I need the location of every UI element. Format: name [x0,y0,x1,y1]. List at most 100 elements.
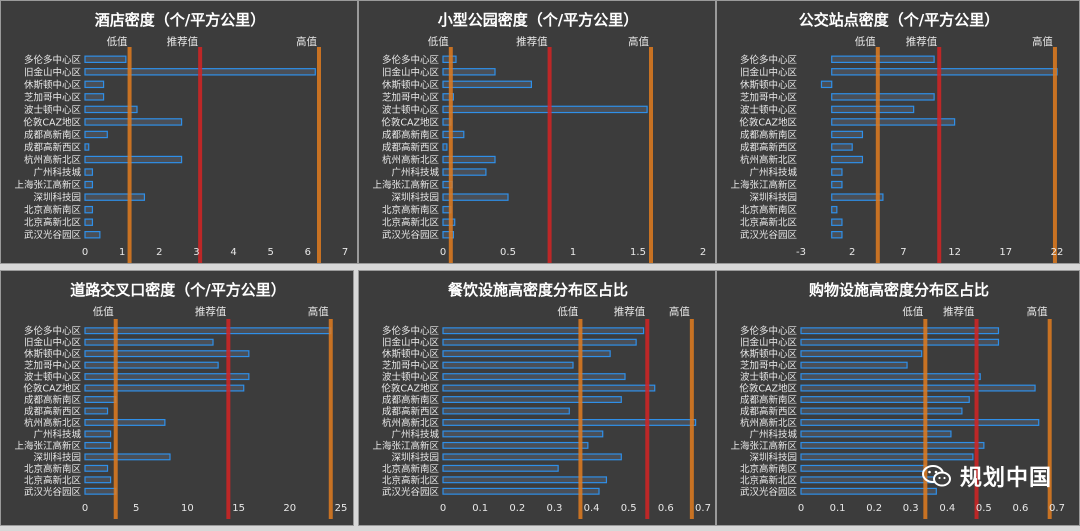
category-label: 伦敦CAZ地区 [23,116,81,128]
chart-title: 道路交叉口密度（个/平方公里） [70,281,285,299]
tick-label: 0.6 [658,503,674,514]
reference-label: 高值 [308,305,329,318]
category-label: 广州科技城 [33,428,81,440]
tick-label: 0.7 [695,503,711,514]
tick-label: -3 [796,247,806,258]
chart-svg-dining-share: 餐饮设施高密度分布区占比多伦多中心区旧金山中心区休斯顿中心区芝加哥中心区波士顿中… [372,281,711,519]
category-label: 杭州高新北区 [740,417,798,429]
category-label: 波士顿中心区 [740,371,798,383]
tick-label: 22 [1051,247,1064,258]
bar [442,384,656,392]
chart-panel-small-park-density: 小型公园密度（个/平方公里） 多伦多中心区 旧金山中心区 休斯顿中心区 芝加哥中心区 波士… [358,0,716,264]
category-label: 深圳科技园 [33,192,81,204]
bar [442,396,622,403]
tick-label: 4 [230,247,236,258]
watermark: 规划中国 [921,460,1052,492]
tick-label: 7 [342,247,348,258]
category-label: 北京高新北区 [24,474,82,486]
chart-title: 公交站点密度（个/平方公里） [799,11,999,29]
category-label: 波士顿中心区 [382,371,440,383]
bar [84,430,112,438]
category-label: 旧金山中心区 [382,337,440,349]
bar [831,205,838,214]
bar [831,193,884,201]
bar [84,205,94,214]
category-label: 多伦多中心区 [740,54,798,66]
bar [84,464,109,472]
tick-label: 0.3 [546,503,562,514]
tick-label: 3 [193,247,199,258]
tick-label: 0.4 [939,503,955,514]
bar [831,130,864,139]
bar [831,218,843,226]
category-label: 深圳科技园 [391,192,439,204]
category-label: 旧金山中心区 [382,66,440,78]
tick-label: 0 [440,247,446,258]
category-label: 波士顿中心区 [382,104,440,116]
category-label: 深圳科技园 [749,192,797,204]
bar [84,143,90,151]
category-label: 伦敦CAZ地区 [381,383,439,395]
category-label: 成都高新南区 [740,394,798,406]
tick-label: 0.5 [500,247,516,258]
reference-label: 高值 [1027,305,1049,318]
bar [442,68,496,76]
bar [442,130,465,139]
category-label: 北京高新南区 [24,463,82,475]
bar [84,373,250,381]
bar [800,384,1036,392]
bar [800,453,974,461]
bar [442,168,487,176]
bar [831,68,1058,76]
bar [84,118,183,126]
category-label: 伦敦CAZ地区 [739,116,797,128]
category-label: 芝加哥中心区 [382,91,440,103]
bar [831,180,843,189]
category-label: 杭州高新北区 [382,417,440,429]
category-label: 上海张江高新区 [14,179,81,191]
tick-label: 1 [119,247,125,258]
tick-label: 0.3 [903,503,919,514]
category-label: 深圳科技园 [749,451,797,463]
tick-label: 20 [283,503,296,514]
bar [84,453,171,461]
reference-label: 高值 [628,35,649,48]
bar [84,130,108,139]
chart-title: 酒店密度（个/平方公里） [95,11,265,29]
bar [442,453,622,461]
bar [84,105,138,114]
category-label: 广州科技城 [749,167,797,179]
bar [831,105,915,114]
tick-label: 0 [440,503,446,514]
bar [84,487,117,495]
bar [84,407,109,415]
category-label: 北京高新北区 [382,474,440,486]
category-label: 成都高新西区 [740,406,798,418]
category-label: 旧金山中心区 [24,66,82,78]
reference-label: 低值 [428,35,449,48]
category-label: 成都高新西区 [24,142,82,154]
bar [800,464,926,472]
bar [831,93,935,101]
category-label: 北京高新南区 [382,204,440,216]
category-label: 北京高新南区 [740,204,798,216]
category-label: 上海张江高新区 [730,179,797,191]
bar [831,155,864,164]
category-label: 多伦多中心区 [24,325,82,337]
tick-label: 0.6 [1012,503,1028,514]
tick-label: 17 [999,247,1012,258]
bar [84,168,94,176]
chart-title: 餐饮设施高密度分布区占比 [448,281,628,299]
bar [84,193,146,201]
category-label: 北京高新北区 [382,217,440,229]
tick-label: 0.1 [830,503,846,514]
category-label: 成都高新南区 [24,394,82,406]
chart-title: 购物设施高密度分布区占比 [809,281,989,299]
bar [831,168,843,176]
category-label: 芝加哥中心区 [382,360,440,372]
category-label: 休斯顿中心区 [24,79,82,91]
bar [831,118,956,126]
category-label: 成都高新南区 [382,394,440,406]
category-label: 多伦多中心区 [382,54,440,66]
